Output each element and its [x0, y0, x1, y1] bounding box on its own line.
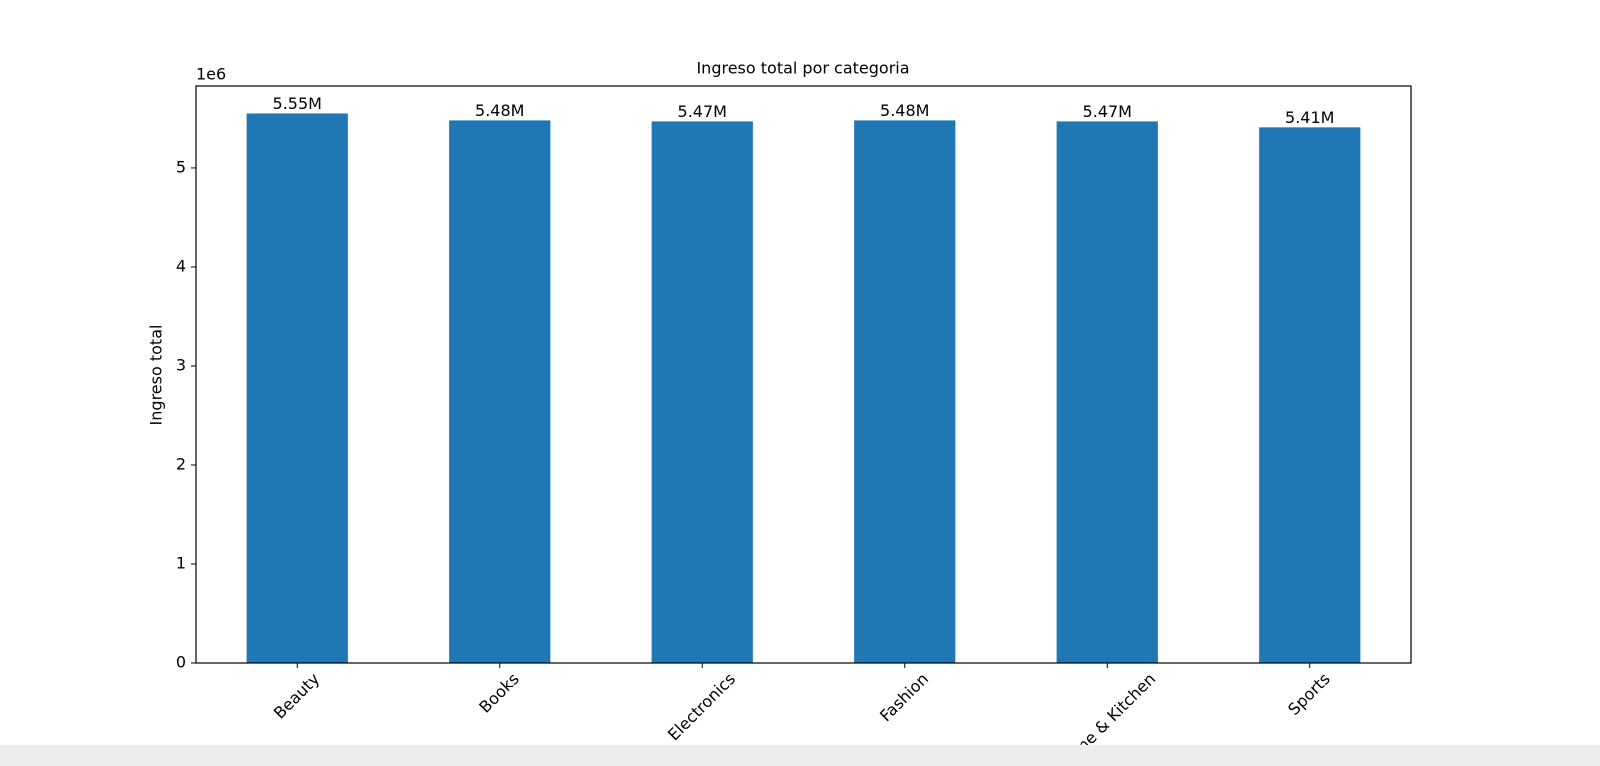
scrollbar — [0, 745, 1600, 766]
y-tick-label: 5 — [176, 157, 186, 176]
value-label: 5.41M — [1285, 108, 1334, 127]
x-tick-label: Electronics — [664, 669, 739, 744]
value-label: 5.47M — [678, 102, 727, 121]
x-tick-label: Home & Kitchen — [1054, 669, 1159, 745]
value-label: 5.47M — [1083, 102, 1132, 121]
y-tick-label: 4 — [176, 256, 186, 275]
chart: Ingreso total por categoria Ingreso tota… — [147, 59, 1412, 745]
value-label: 5.48M — [880, 101, 929, 120]
y-axis-label: Ingreso total — [147, 325, 166, 426]
y-tick-label: 1 — [176, 553, 186, 572]
bar — [1259, 127, 1361, 663]
x-tick-label: Beauty — [270, 669, 323, 722]
y-tick-label: 3 — [176, 355, 186, 374]
value-label: 5.55M — [273, 94, 322, 113]
x-tick-label: Fashion — [876, 669, 932, 725]
bar — [854, 120, 956, 664]
bar — [449, 120, 551, 664]
y-offset-label: 1e6 — [196, 65, 226, 84]
plot-frame — [195, 85, 1412, 664]
bar — [651, 121, 753, 663]
y-tick-label: 2 — [176, 454, 186, 473]
bar — [1056, 121, 1158, 663]
y-tick-label: 0 — [176, 653, 186, 672]
chart-title: Ingreso total por categoria — [696, 59, 909, 78]
x-tick-label: Books — [475, 669, 522, 716]
bar — [246, 113, 348, 663]
x-tick-label: Sports — [1284, 669, 1334, 719]
value-label: 5.48M — [475, 101, 524, 120]
